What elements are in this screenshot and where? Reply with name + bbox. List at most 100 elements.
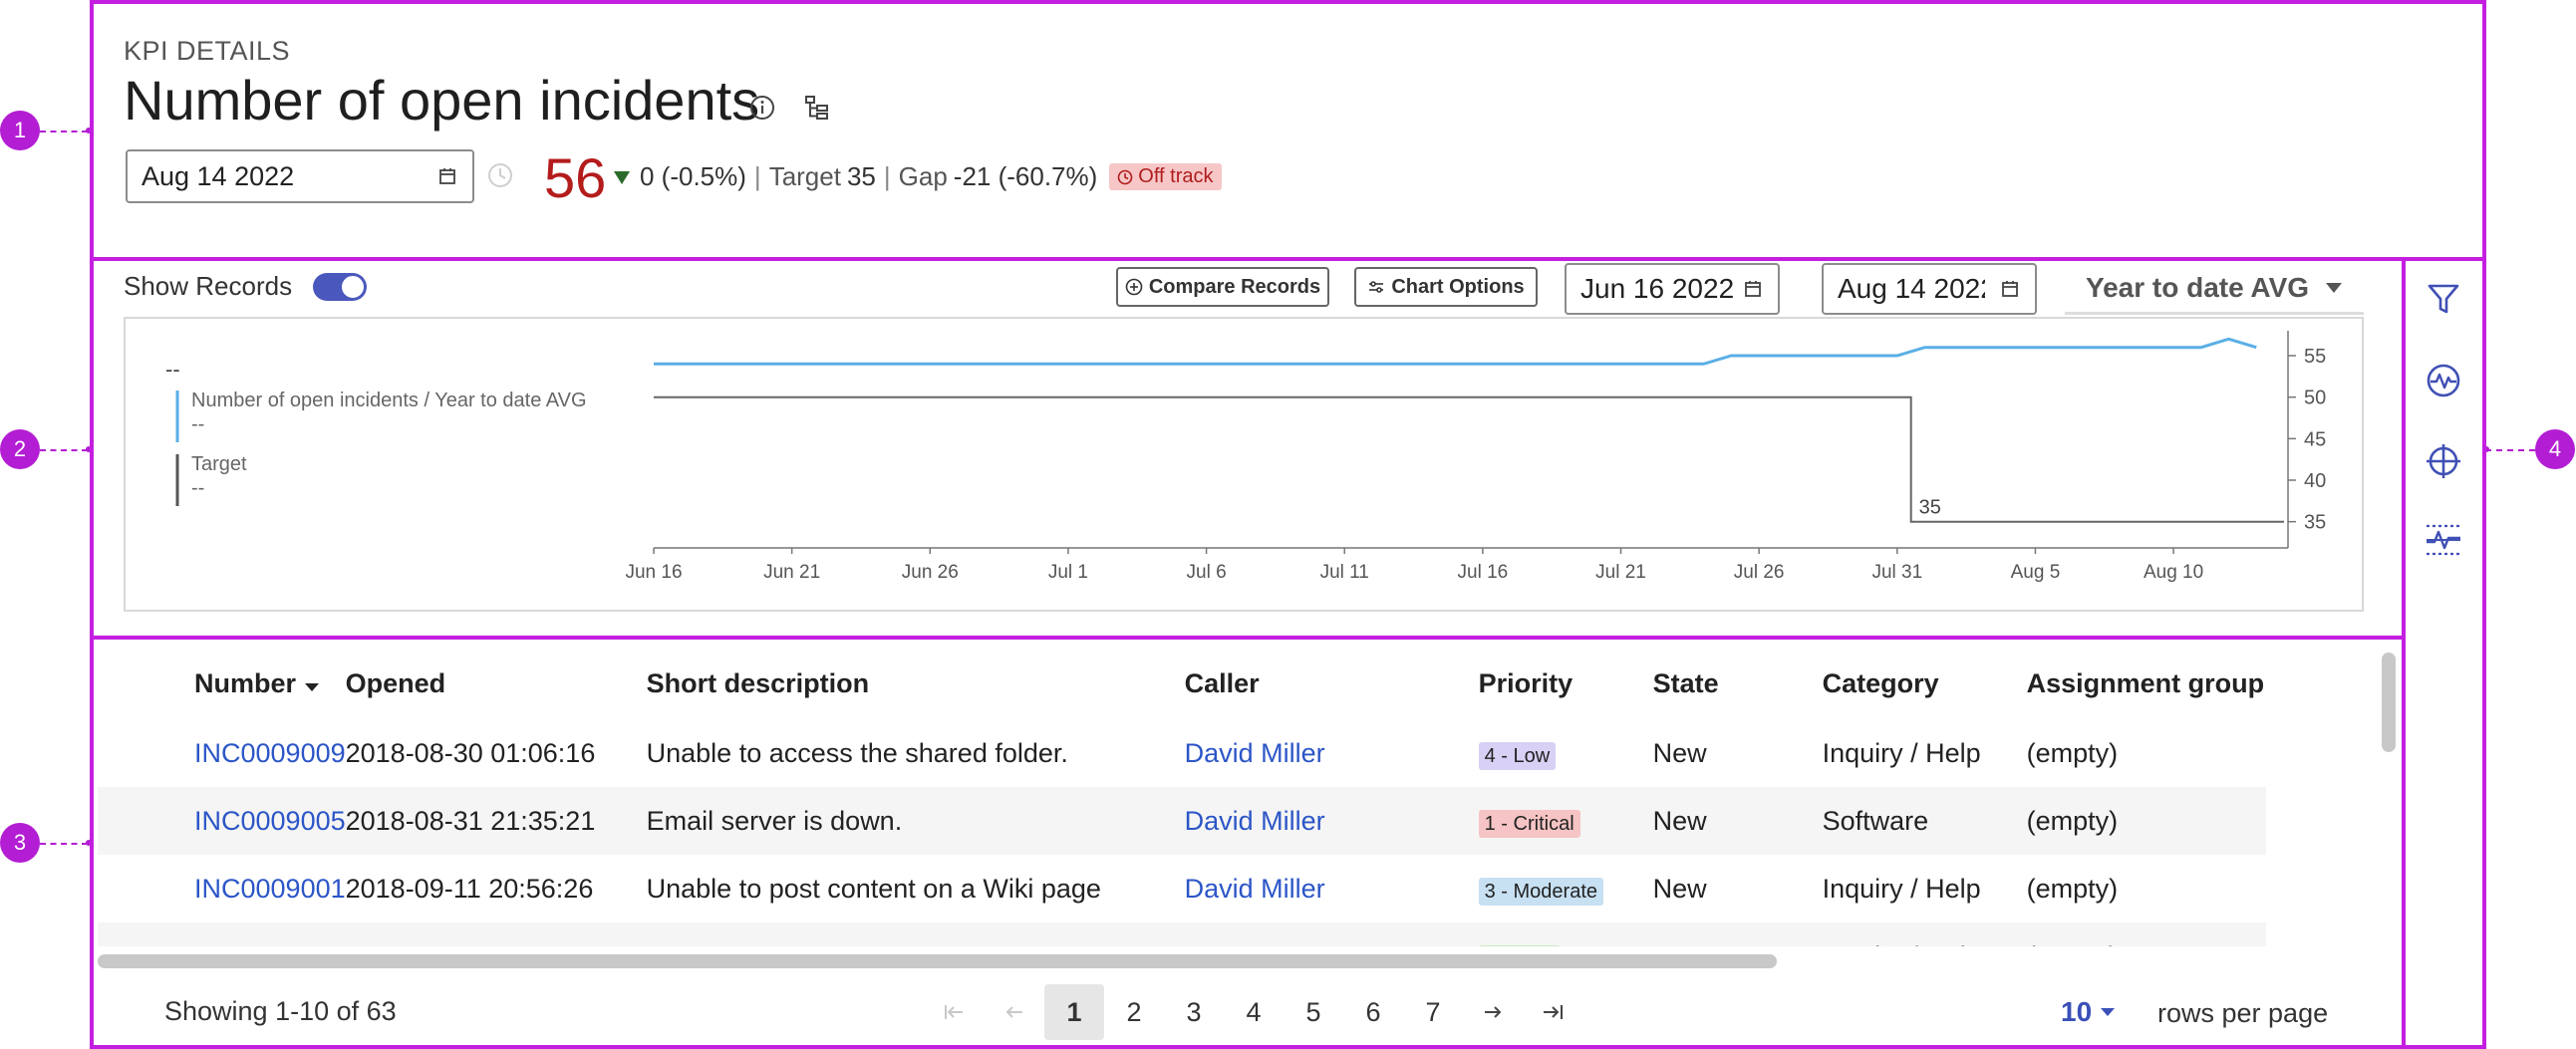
table-row[interactable]: INC0009005 2018-08-31 21:35:21 Email serve… (98, 787, 2266, 855)
incident-link[interactable]: INC0009009 (194, 737, 346, 768)
page-button-1[interactable]: 1 (1044, 984, 1104, 1040)
column-header-desc[interactable]: Short description (647, 648, 1185, 719)
table-row[interactable]: INC0009009 2018-08-30 01:06:16 Unable to a… (98, 719, 2266, 787)
target-icon[interactable] (2424, 441, 2463, 481)
kpi-date-input[interactable]: Aug 14 2022 (126, 149, 474, 203)
gap-value: -21 (-60.7%) (953, 161, 1098, 191)
end-date-value: Aug 14 2022 (1838, 273, 1985, 304)
table-row[interactable]: INC0009001 2018-09-11 20:56:26 Unable to p… (98, 855, 2266, 922)
column-header-label: Opened (345, 667, 446, 698)
page-button-3[interactable]: 3 (1186, 996, 1202, 1027)
start-date-input[interactable]: Jun 16 2022 (1565, 263, 1780, 315)
kpi-value: 56 (544, 146, 607, 209)
kpi-stats: 0 (-0.5%) | Target 35 | Gap -21 (-60.7%)… (612, 161, 1222, 192)
incident-link[interactable]: INC0008112 (194, 941, 344, 947)
cell-text: (empty) (2027, 941, 2119, 947)
cell-desc: Unable to access the shared folder. (647, 719, 1185, 787)
page-button-6[interactable]: 6 (1365, 996, 1381, 1027)
cell-state: New (1652, 787, 1823, 855)
cell-text: (empty) (2026, 873, 2119, 904)
y-tick-label: 45 (2304, 428, 2326, 450)
priority-badge: 2 - High (1478, 944, 1561, 946)
region-side-toolbar (2402, 257, 2486, 1049)
page-button-7[interactable]: 7 (1425, 996, 1441, 1027)
column-header-category[interactable]: Category (1823, 648, 2027, 719)
chart-panel: -- Number of open incidents / Year to dat… (124, 317, 2364, 612)
legend-series-value: -- (191, 413, 204, 435)
activity-icon[interactable] (2424, 361, 2463, 400)
legend-heading: -- (165, 357, 180, 382)
column-header-label: Assignment group (2026, 667, 2265, 698)
calendar-icon[interactable] (438, 167, 456, 185)
horizontal-scrollbar[interactable] (98, 954, 1777, 968)
cell-text: Access to ATF A... (647, 941, 865, 947)
incident-link[interactable]: INC0009005 (194, 805, 346, 836)
table-row[interactable]: INC00081122018-07-02 11:48:42 Access to A… (98, 922, 2266, 946)
calendar-icon[interactable] (2001, 280, 2019, 298)
cell-state: New (1653, 855, 1823, 922)
threshold-icon[interactable] (2424, 520, 2463, 560)
caller-link[interactable]: David Miller (1184, 873, 1325, 904)
rows-per-page-select[interactable]: 10 (2061, 996, 2116, 1028)
kpi-change: 0 (-0.5%) (640, 161, 746, 191)
column-header-opened[interactable]: Opened (346, 648, 647, 719)
last-page-button[interactable] (1523, 984, 1582, 1040)
chart-options-button[interactable]: Chart Options (1354, 267, 1538, 307)
vertical-scrollbar[interactable] (2382, 653, 2396, 752)
first-page-button[interactable] (925, 984, 985, 1040)
column-header-label: Category (1822, 667, 1939, 698)
compare-records-button[interactable]: Compare Records (1116, 267, 1329, 307)
end-date-input[interactable]: Aug 14 2022 (1822, 263, 2037, 315)
next-page-button[interactable] (1463, 984, 1523, 1040)
cell-priority: 1 - Critical (1478, 787, 1653, 855)
section-label: KPI DETAILS (124, 36, 291, 66)
column-header-group[interactable]: Assignment group (2027, 648, 2266, 719)
aggregate-select[interactable]: Year to date AVG (2065, 263, 2364, 315)
y-tick-label: 35 (2304, 512, 2326, 534)
cell-text: Software (1822, 805, 1929, 836)
page-button-2[interactable]: 2 (1126, 996, 1142, 1027)
start-date-value: Jun 16 2022 (1580, 273, 1735, 304)
arrow-right-icon (1485, 1006, 1502, 1018)
column-header-caller[interactable]: Caller (1185, 648, 1479, 719)
rows-per-page-label: rows per page (2157, 998, 2329, 1028)
arrow-left-icon (1005, 1006, 1022, 1018)
incident-link[interactable]: INC0009001 (194, 873, 346, 904)
cell-text: Inquiry / Help (1822, 737, 1981, 768)
page-button-5[interactable]: 5 (1305, 996, 1321, 1027)
sliders-icon (1369, 281, 1384, 293)
column-header-number[interactable]: Number (98, 648, 346, 719)
calendar-icon[interactable] (1744, 280, 1762, 298)
show-records-toggle[interactable] (313, 273, 367, 301)
cell-caller: David Miller (1185, 719, 1479, 787)
page-button-4[interactable]: 4 (1246, 996, 1262, 1027)
cell-priority: 2 - High (1478, 922, 1653, 946)
x-tick-label: Jul 11 (1320, 562, 1369, 583)
cell-state: New (1653, 719, 1823, 787)
history-icon[interactable] (486, 161, 514, 189)
status-text: Off track (1138, 165, 1214, 187)
gap-label: Gap (898, 161, 948, 191)
x-tick-label: Jul 1 (1048, 562, 1088, 583)
first-page-icon (945, 1005, 963, 1019)
cell-group: (empty) (2026, 787, 2266, 855)
column-header-state[interactable]: State (1653, 648, 1823, 719)
filter-icon[interactable] (2424, 279, 2463, 319)
prev-page-button[interactable] (985, 984, 1044, 1040)
cell-caller: David Miller (1185, 855, 1479, 922)
cell-group: (empty) (2027, 719, 2266, 787)
showing-count: Showing 1-10 of 63 (164, 996, 397, 1026)
caller-link[interactable]: David Miller (1184, 737, 1325, 768)
y-tick-label: 40 (2304, 470, 2326, 492)
cell-caller (1184, 922, 1479, 946)
hierarchy-icon[interactable] (803, 94, 831, 122)
caller-link[interactable]: David Miller (1184, 805, 1325, 836)
cell-text: New (1652, 737, 1707, 768)
info-icon[interactable] (748, 94, 776, 122)
cell-text: Inquiry / Help (1823, 941, 1981, 947)
cell-opened: 2018-07-02 11:48:42 (345, 922, 647, 946)
column-header-priority[interactable]: Priority (1479, 648, 1653, 719)
cell-opened: 2018-08-31 21:35:21 (345, 787, 647, 855)
caret-down-icon (2326, 282, 2343, 293)
cell-desc: Access to ATF A... (646, 922, 1185, 947)
